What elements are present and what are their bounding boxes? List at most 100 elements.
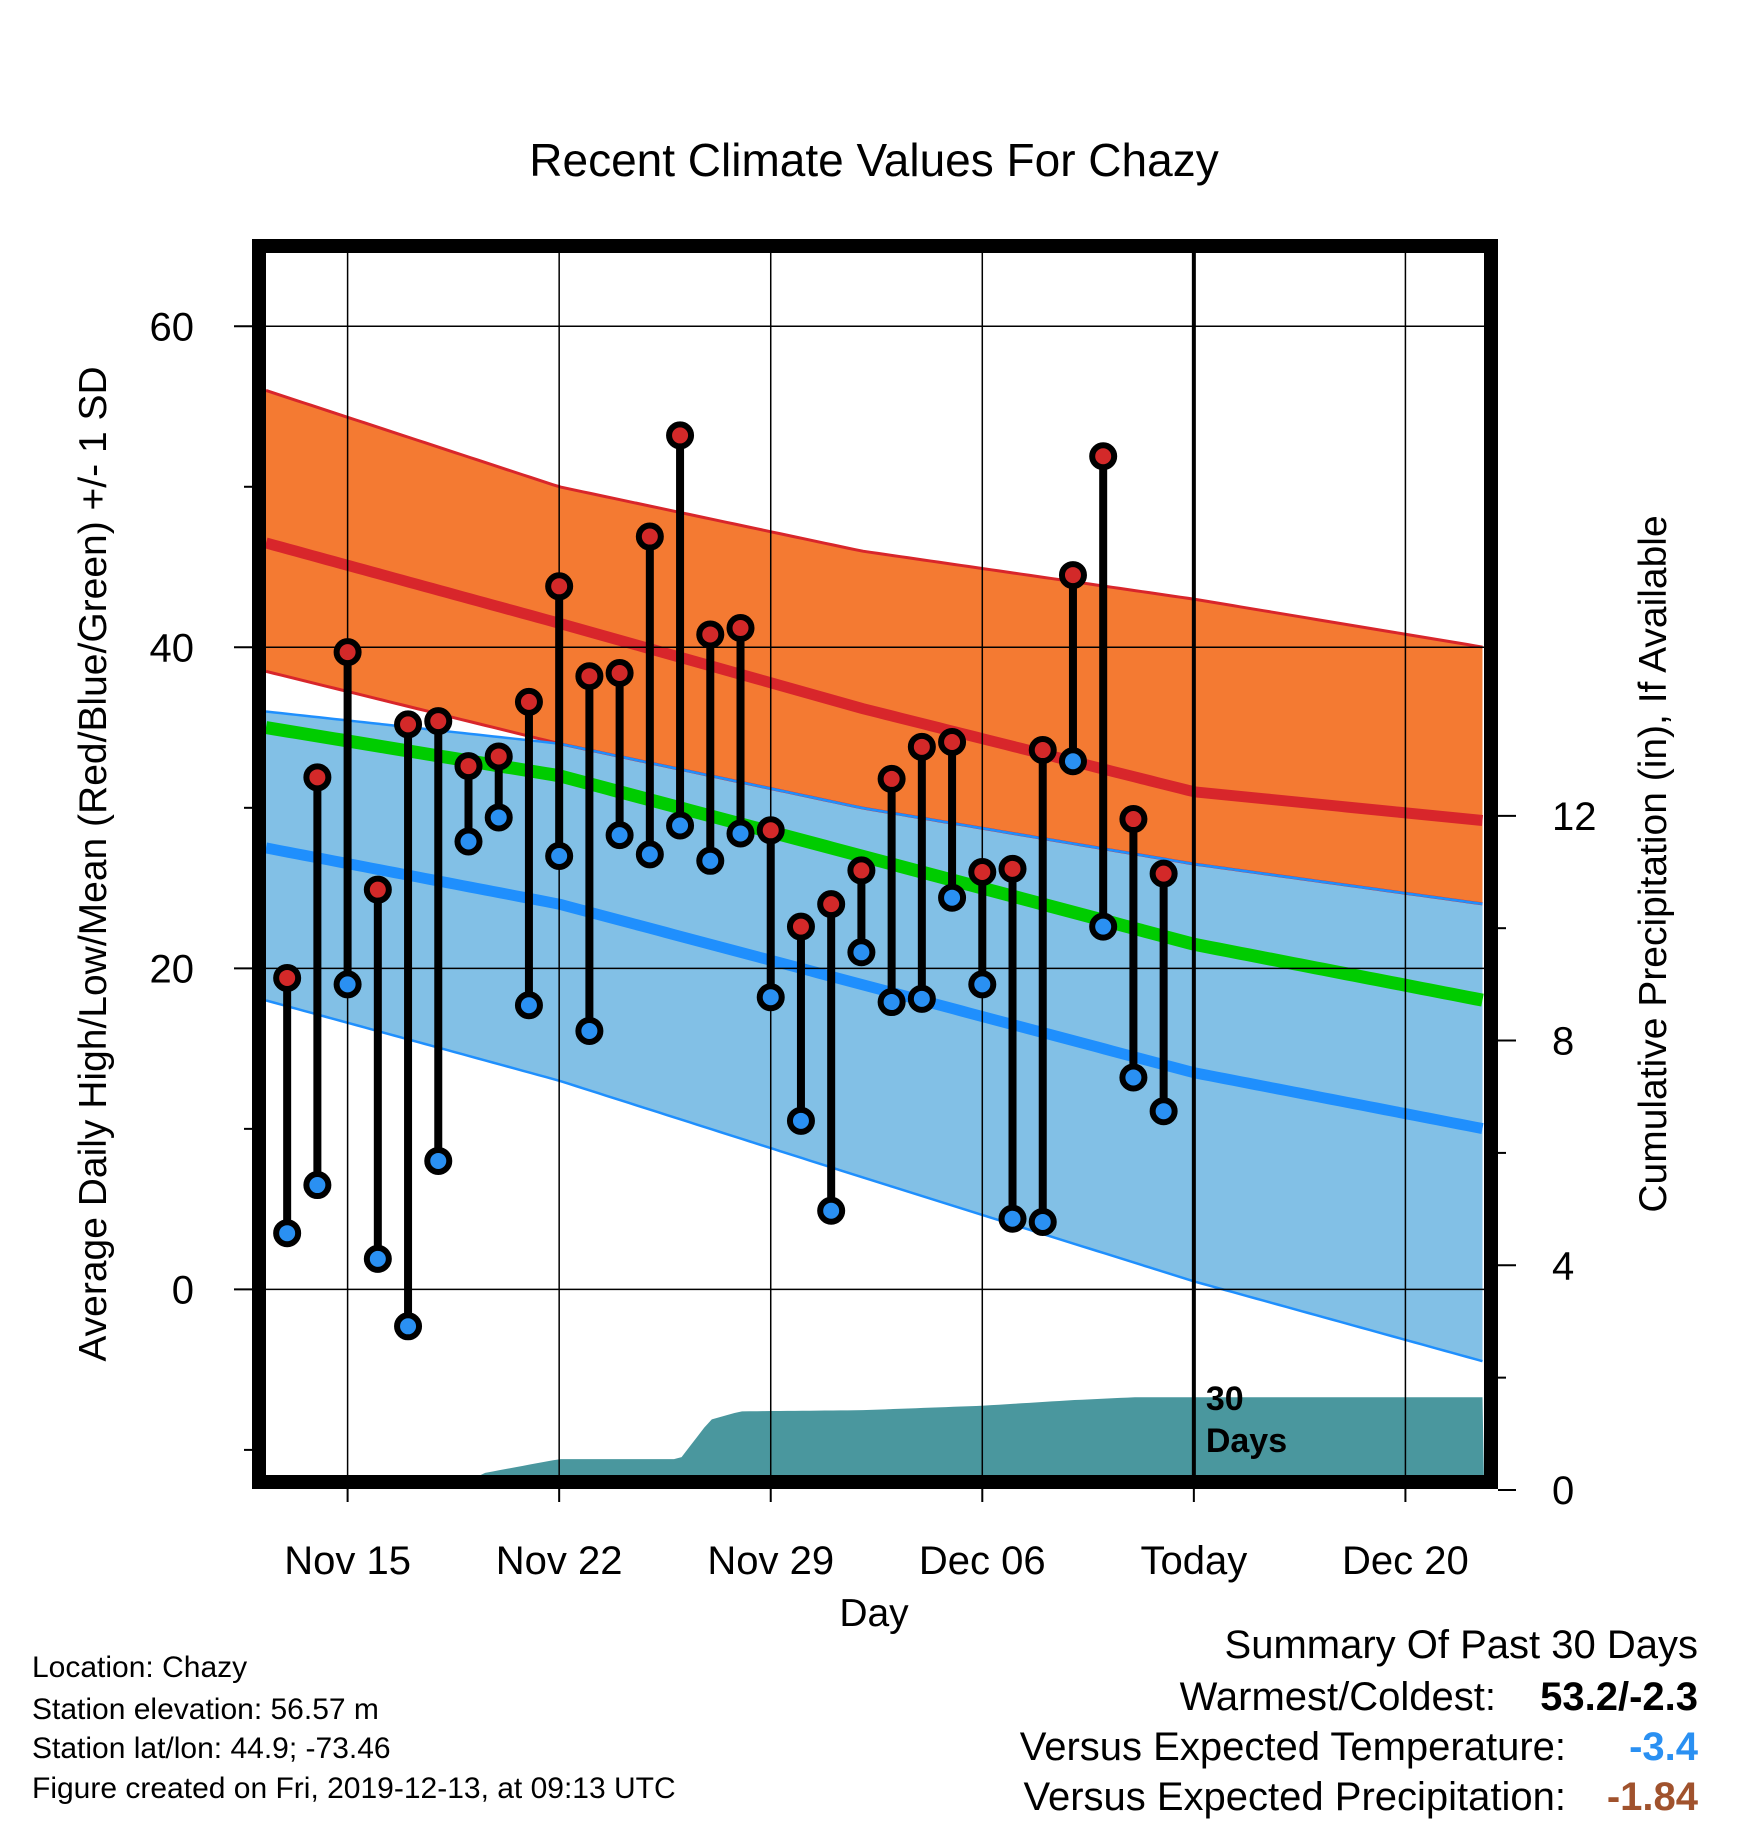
observed-high-point <box>605 658 634 687</box>
warmest-coldest-value: 53.2/-2.3 <box>1540 1675 1698 1719</box>
y-right-tick-label: 4 <box>1552 1244 1574 1288</box>
axis-ticks: Nov 15 Nov 22 Nov 29 Dec 06 Today Dec 2002040… <box>150 305 1597 1583</box>
observed-high-point <box>363 875 392 904</box>
observed-high-point <box>273 963 302 992</box>
y-axis-left-title: Average Daily High/Low/Mean (Red/Blue/Gr… <box>72 366 115 1361</box>
observed-low-point <box>907 984 936 1013</box>
today-count-label: 30 <box>1206 1380 1244 1418</box>
y-right-tick-label: 12 <box>1552 795 1597 839</box>
observed-low-point <box>394 1312 423 1341</box>
observed-high-point <box>333 638 362 667</box>
observed-low-point <box>1119 1063 1148 1092</box>
today-days-label: Days <box>1206 1422 1287 1460</box>
high-sd-upper-edge <box>266 389 1483 649</box>
expected-high-mean-line <box>266 537 1484 826</box>
y-left-tick-label: 40 <box>150 626 195 670</box>
latlon-text: Station lat/lon: 44.9; -73.46 <box>32 1732 391 1765</box>
observed-low-point <box>575 1016 604 1045</box>
expected-low-mean-line <box>266 842 1484 1134</box>
observed-low-point <box>1058 747 1087 776</box>
observed-high-point <box>303 763 332 792</box>
y-axis-right-title: Cumulative Precipitation (in), If Availa… <box>1632 515 1675 1212</box>
low-sd-upper-edge <box>266 710 1483 906</box>
vs-temp-label: Versus Expected Temperature: <box>1020 1725 1566 1769</box>
observed-high-point <box>454 752 483 781</box>
low-sd-lower-edge <box>266 999 1483 1363</box>
observed-low-point <box>363 1244 392 1273</box>
observed-low-point <box>998 1204 1027 1233</box>
observed-high-point <box>968 858 997 887</box>
observed-high-point <box>877 764 906 793</box>
expected-low-band <box>266 711 1483 1362</box>
observed-low-point <box>273 1219 302 1248</box>
observed-low-point <box>756 983 785 1012</box>
chart-title: Recent Climate Values For Chazy <box>529 134 1218 186</box>
grid-lines: 30 Days <box>266 246 1484 1482</box>
observed-low-point <box>514 991 543 1020</box>
observed-high-point <box>484 742 513 771</box>
observed-low-point <box>333 970 362 999</box>
observed-high-point <box>817 890 846 919</box>
observed-low-point <box>1149 1097 1178 1126</box>
observed-low-point <box>484 803 513 832</box>
observed-low-point <box>938 883 967 912</box>
summary-heading: Summary Of Past 30 Days <box>1225 1623 1698 1667</box>
y-right-tick-label: 8 <box>1552 1020 1574 1064</box>
vs-temp-value: -3.4 <box>1629 1725 1699 1769</box>
observed-low-point <box>424 1146 453 1175</box>
observed-high-point <box>1058 561 1087 590</box>
observed-high-point <box>545 572 574 601</box>
y-right-tick-label: 0 <box>1552 1469 1574 1513</box>
vs-precip-value: -1.84 <box>1607 1775 1699 1819</box>
observed-low-point <box>817 1196 846 1225</box>
location-text: Location: Chazy <box>32 1651 247 1684</box>
x-tick-label: Nov 29 <box>707 1539 834 1583</box>
observed-low-point <box>877 988 906 1017</box>
observed-high-point <box>575 662 604 691</box>
observed-high-point <box>1028 736 1057 765</box>
observed-low-point <box>605 821 634 850</box>
observed-high-point <box>938 728 967 757</box>
x-tick-label: Today <box>1140 1539 1247 1583</box>
observed-low-point <box>635 840 664 869</box>
observed-low-point <box>666 811 695 840</box>
observed-high-point <box>907 732 936 761</box>
observed-low-point <box>303 1171 332 1200</box>
observed-high-point <box>696 620 725 649</box>
observed-high-point <box>847 856 876 885</box>
observed-high-point <box>726 614 755 643</box>
x-tick-label: Dec 20 <box>1342 1539 1469 1583</box>
observed-high-point <box>998 854 1027 883</box>
observed-high-point <box>756 816 785 845</box>
observed-low-point <box>847 938 876 967</box>
plot-frame <box>252 239 1498 1489</box>
vs-precip-label: Versus Expected Precipitation: <box>1023 1775 1566 1819</box>
elevation-text: Station elevation: 56.57 m <box>32 1693 379 1726</box>
observed-low-point <box>1028 1207 1057 1236</box>
observed-high-point <box>1089 442 1118 471</box>
observed-high-point <box>394 710 423 739</box>
y-left-tick-label: 60 <box>150 305 195 349</box>
x-tick-label: Dec 06 <box>919 1539 1046 1583</box>
observed-low-point <box>545 841 574 870</box>
observed-high-point <box>1119 805 1148 834</box>
observed-high-point <box>635 522 664 551</box>
observed-low-point <box>968 970 997 999</box>
observed-series <box>273 421 1178 1341</box>
x-axis-title: Day <box>839 1592 909 1635</box>
observed-low-point <box>696 846 725 875</box>
y-left-tick-label: 20 <box>150 947 195 991</box>
observed-low-point <box>786 1106 815 1135</box>
y-left-tick-label: 0 <box>172 1268 194 1312</box>
observed-high-point <box>666 421 695 450</box>
observed-high-point <box>1149 859 1178 888</box>
warmest-coldest-label: Warmest/Coldest: <box>1180 1675 1496 1719</box>
cumulative-precip-area <box>266 1397 1484 1482</box>
observed-low-point <box>454 827 483 856</box>
x-tick-label: Nov 15 <box>284 1539 411 1583</box>
x-tick-label: Nov 22 <box>496 1539 623 1583</box>
created-text: Figure created on Fri, 2019-12-13, at 09… <box>32 1772 676 1805</box>
observed-high-point <box>786 912 815 941</box>
